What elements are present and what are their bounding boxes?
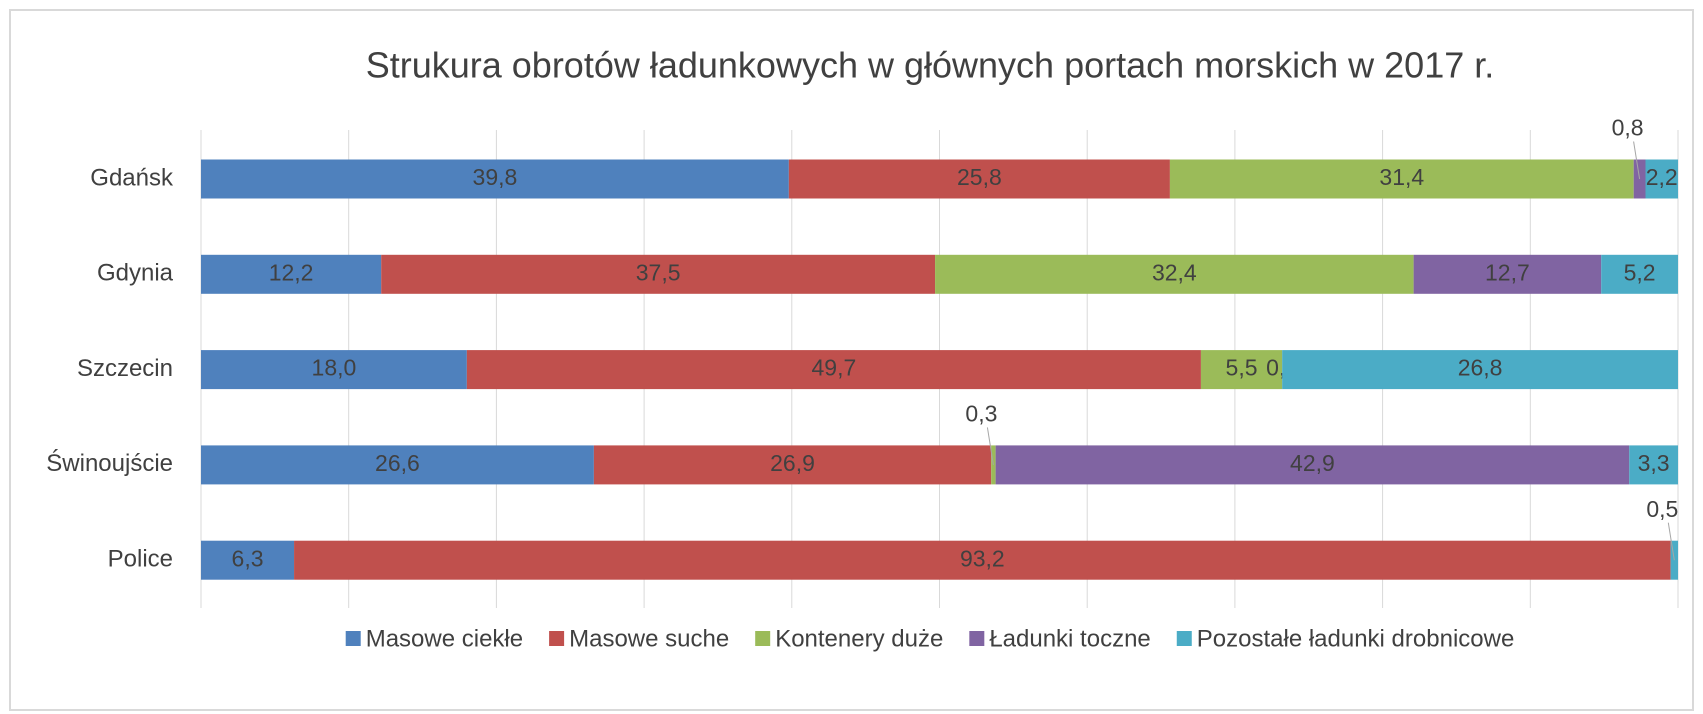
bar-segment — [201, 540, 295, 580]
data-label: 93,2 — [960, 545, 1005, 571]
bar-segment — [1413, 254, 1602, 294]
legend-label: Masowe ciekłe — [366, 625, 523, 652]
bar-segment — [1629, 445, 1678, 485]
data-label: 32,4 — [1152, 259, 1197, 285]
legend-label: Ładunki toczne — [989, 625, 1150, 652]
data-label: 42,9 — [1290, 450, 1335, 476]
legend-swatch — [969, 631, 985, 646]
data-label: 31,4 — [1379, 164, 1424, 190]
legend-swatch — [549, 631, 565, 646]
bar-segment — [381, 254, 936, 294]
bar-segment — [1169, 159, 1634, 199]
y-tick-label: Gdynia — [97, 260, 174, 287]
y-tick-label: Świnoujście — [46, 449, 173, 477]
y-tick-label: Szczecin — [77, 355, 173, 382]
bar-segment — [1282, 350, 1678, 390]
leader-line — [1633, 141, 1641, 180]
bar-segment — [201, 445, 594, 485]
data-label: 5,5 — [1226, 355, 1258, 381]
data-label: 26,8 — [1458, 355, 1503, 381]
chart-title: Strukura obrotów ładunkowych w głównych … — [366, 45, 1495, 86]
data-label: 49,7 — [812, 355, 857, 381]
bar-segment — [201, 350, 467, 390]
data-label: 12,2 — [269, 259, 314, 285]
bar-segment — [466, 350, 1201, 390]
bar-segment — [1601, 254, 1678, 294]
bar-segment — [1200, 350, 1283, 390]
data-label: 6,3 — [232, 545, 264, 571]
bar-segment — [201, 159, 789, 199]
legend-swatch — [755, 631, 771, 646]
legend-swatch — [1176, 631, 1192, 646]
data-label: 0,8 — [1612, 115, 1644, 141]
bar-segment — [201, 254, 382, 294]
data-label: 12,7 — [1485, 259, 1530, 285]
legend-label: Pozostałe ładunki drobnicowe — [1197, 625, 1515, 652]
data-label: 25,8 — [957, 164, 1002, 190]
bar-segment — [935, 254, 1414, 294]
data-label: 26,9 — [770, 450, 815, 476]
data-label: 3,3 — [1638, 450, 1670, 476]
data-label: 37,5 — [636, 259, 681, 285]
data-label: 39,8 — [473, 164, 518, 190]
data-label: 2,2 — [1646, 164, 1678, 190]
leader-line — [986, 427, 994, 465]
bar-segment — [788, 159, 1170, 199]
data-label: 18,0 — [312, 355, 357, 381]
y-tick-label: Gdańsk — [90, 164, 174, 191]
bar-segment — [294, 540, 1671, 580]
bar-segment — [593, 445, 992, 485]
legend-swatch — [345, 631, 361, 646]
data-label: 5,2 — [1624, 259, 1656, 285]
y-tick-label: Police — [108, 546, 173, 573]
data-label: 0,5 — [1646, 496, 1678, 522]
data-label: 0,3 — [965, 400, 997, 426]
legend-label: Masowe suche — [569, 625, 729, 652]
bar-segment — [995, 445, 1630, 485]
legend-label: Kontenery duże — [775, 625, 943, 652]
leader-line — [1667, 522, 1675, 561]
data-label: 26,6 — [375, 450, 420, 476]
bar-segment — [1645, 159, 1678, 199]
